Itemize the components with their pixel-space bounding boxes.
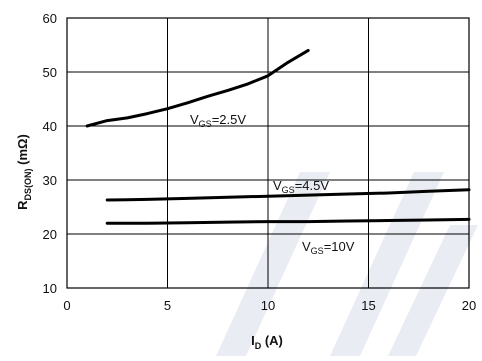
series-label-vgs-2-5v-sub: GS: [199, 119, 212, 129]
y-axis-title-main: R: [15, 200, 30, 210]
x-axis-title-rest: (A): [261, 333, 283, 348]
y-axis-title-rest: (mΩ): [15, 134, 30, 168]
plot-frame: [66, 17, 470, 289]
series-label-vgs-10v-sub: GS: [311, 246, 324, 256]
series-label-vgs-10v-rest: =10V: [324, 239, 355, 254]
series-label-vgs-10v: VGS=10V: [302, 239, 355, 256]
y-axis-title-sub: DS(ON): [23, 168, 33, 200]
x-tick-label: 10: [261, 298, 275, 313]
x-tick-label: 0: [63, 298, 70, 313]
x-tick-label: 15: [361, 298, 375, 313]
series-line-0: [85, 48, 310, 128]
x-axis-title-sub: D: [255, 341, 262, 351]
x-axis-title-main: I: [251, 333, 255, 348]
series-line-1: [105, 188, 471, 202]
series-label-vgs-2-5v: VGS=2.5V: [190, 112, 246, 129]
y-tick-label: 40: [43, 119, 57, 134]
y-axis-title: RDS(ON) (mΩ): [15, 134, 33, 210]
series-label-vgs-2-5v-rest: =2.5V: [212, 112, 247, 127]
series-line-2: [105, 217, 471, 225]
x-tick-label: 20: [462, 298, 476, 313]
tick-labels: 0 5 10 15 20 10 20 30 40 50 60: [43, 11, 477, 313]
y-tick-label: 10: [43, 281, 57, 296]
watermark: [216, 172, 478, 356]
y-tick-label: 20: [43, 227, 57, 242]
series-label-vgs-10v-main: V: [302, 239, 311, 254]
series-label-vgs-2-5v-main: V: [190, 112, 199, 127]
series-label-vgs-4-5v: VGS=4.5V: [273, 178, 329, 195]
x-tick-label: 5: [164, 298, 171, 313]
series-label-vgs-4-5v-sub: GS: [282, 185, 295, 195]
y-tick-label: 60: [43, 11, 57, 26]
y-tick-label: 30: [43, 173, 57, 188]
series-layer: [85, 48, 471, 225]
y-tick-label: 50: [43, 65, 57, 80]
series-label-vgs-4-5v-main: V: [273, 178, 282, 193]
series-label-vgs-4-5v-rest: =4.5V: [295, 178, 330, 193]
x-axis-title: ID (A): [251, 333, 283, 351]
